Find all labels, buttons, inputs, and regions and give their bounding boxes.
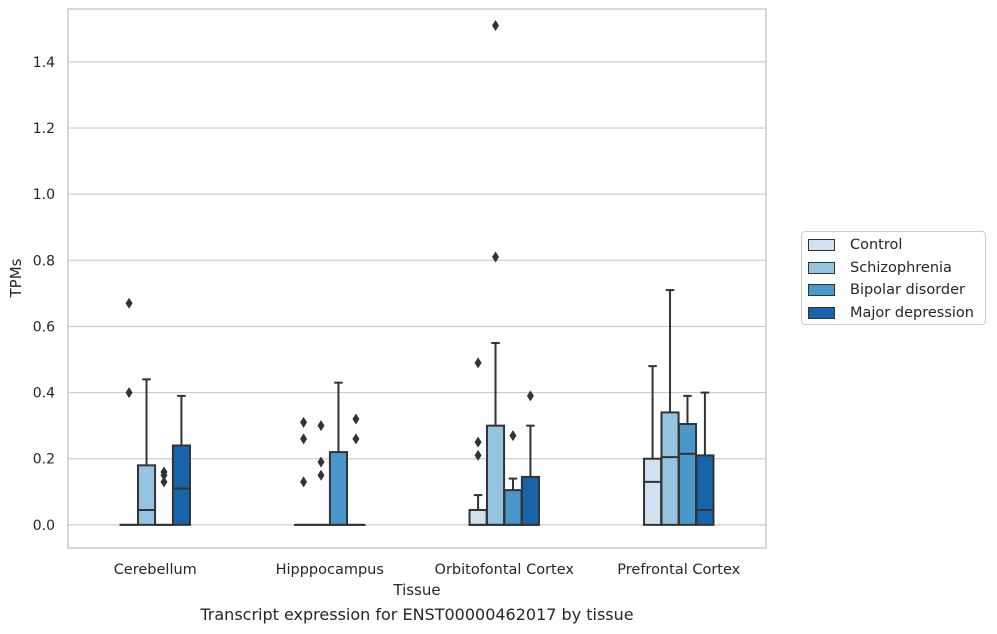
outlier-point: [352, 413, 360, 425]
box-body: [677, 422, 698, 526]
y-tick-label: 1.4: [33, 55, 55, 71]
y-tick-label: 1.2: [33, 121, 55, 137]
x-tick-label: Orbitofontal Cortex: [435, 562, 575, 578]
legend-label: Schizophrenia: [850, 259, 952, 276]
legend-label: Major depression: [850, 304, 974, 321]
y-axis-ticks: 0.0 0.2 0.4 0.6 0.8 1.0 1.2 1.4: [33, 55, 55, 534]
box-body: [660, 411, 680, 526]
x-axis-label: Tissue: [392, 581, 440, 599]
legend-label: Bipolar disorder: [850, 282, 965, 298]
legend-item: Schizophrenia: [808, 258, 952, 278]
box-body: [485, 424, 506, 526]
box-control: [119, 297, 139, 526]
legend-item: Major depression: [808, 303, 974, 323]
outlier-point: [125, 297, 133, 309]
legend: Control Schizophrenia Bipolar disorder Majo…: [801, 231, 986, 325]
box-bipolar-disorder: [328, 381, 349, 526]
box-body: [468, 508, 488, 526]
box-schizophrenia: [485, 20, 506, 526]
box-body: [643, 457, 663, 526]
legend-swatch: [808, 261, 835, 274]
outlier-point: [317, 456, 325, 468]
outlier-point: [317, 420, 325, 432]
legend-label: Control: [850, 237, 903, 253]
y-axis-label: TPMs: [7, 258, 25, 298]
outlier-point: [352, 433, 360, 445]
box-bipolar-disorder: [154, 466, 174, 526]
legend-item: Control: [808, 235, 902, 255]
box-bipolar-disorder: [503, 430, 523, 526]
outlier-point: [526, 390, 534, 402]
box-major-depression: [695, 391, 715, 526]
plot-frame: [67, 8, 767, 549]
outlier-point: [474, 357, 482, 369]
y-tick-label: 0.4: [33, 386, 55, 402]
outlier-point: [509, 430, 517, 442]
legend-item: Bipolar disorder: [808, 280, 965, 300]
box-major-depression: [171, 394, 191, 526]
x-tick-label: Cerebellum: [114, 562, 197, 578]
outlier-point: [317, 469, 325, 481]
box-body: [328, 451, 349, 526]
outlier-point: [300, 476, 308, 488]
legend-swatch: [808, 239, 835, 251]
y-tick-label: 1.0: [33, 187, 55, 203]
legend-swatch: [808, 284, 835, 296]
box-major-depression: [346, 413, 366, 526]
x-axis-ticks: Cerebellum Hipppocampus Orbitofontal Corte…: [114, 562, 741, 578]
box-plot-area: [119, 20, 715, 526]
y-tick-label: 0.0: [33, 518, 55, 534]
box-body: [171, 444, 191, 526]
y-tick-label: 0.2: [33, 452, 55, 468]
outlier-point: [492, 20, 500, 32]
outlier-point: [160, 466, 168, 478]
box-bipolar-disorder: [677, 394, 698, 526]
outlier-point: [125, 387, 133, 399]
box-control: [468, 357, 488, 526]
box-control: [643, 365, 663, 526]
outlier-point: [474, 449, 482, 461]
legend-swatch: [808, 306, 835, 319]
box-body: [136, 464, 157, 526]
chart-caption: Transcript expression for ENST0000046201…: [200, 605, 634, 624]
y-tick-label: 0.6: [33, 319, 55, 335]
box-schizophrenia: [311, 420, 331, 526]
box-body: [520, 475, 540, 526]
box-schizophrenia: [136, 378, 157, 526]
x-tick-label: Prefrontal Cortex: [617, 562, 740, 578]
box-body: [695, 454, 715, 526]
box-control: [294, 416, 314, 526]
box-body: [503, 489, 523, 526]
y-tick-label: 0.8: [33, 253, 55, 269]
outlier-point: [492, 251, 500, 263]
box-major-depression: [520, 390, 540, 526]
outlier-point: [300, 416, 308, 428]
outlier-point: [160, 476, 168, 488]
outlier-point: [474, 436, 482, 448]
box-schizophrenia: [660, 289, 680, 526]
x-tick-label: Hipppocampus: [276, 562, 384, 578]
outlier-point: [300, 433, 308, 445]
